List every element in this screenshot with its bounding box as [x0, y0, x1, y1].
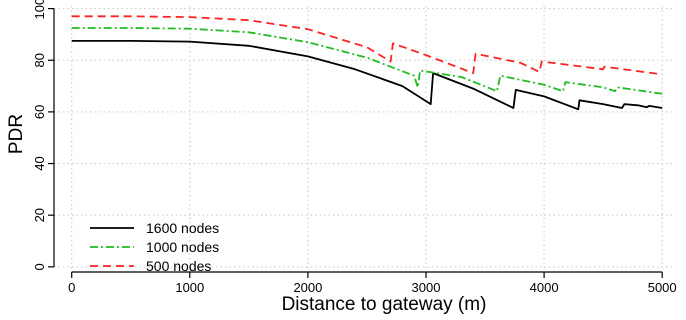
x-axis-title: Distance to gateway (m) [282, 294, 487, 315]
legend-label: 1600 nodes [146, 220, 219, 236]
y-tick-label: 60 [32, 105, 47, 119]
y-tick-label: 20 [32, 208, 47, 222]
y-tick-label: 0 [32, 263, 47, 270]
x-tick-label: 1000 [175, 280, 204, 295]
y-tick-label: 40 [32, 156, 47, 170]
x-tick-label: 4000 [530, 280, 559, 295]
y-axis-title: PDR [6, 114, 27, 154]
axes: 0 1000 2000 3000 4000 5000 0 20 40 60 80 100 [32, 0, 677, 295]
legend-label: 500 nodes [146, 258, 211, 274]
series-lines [71, 15, 663, 111]
x-tick-label: 2000 [293, 280, 322, 295]
y-tick-label: 80 [32, 53, 47, 67]
grid-lines [54, 6, 674, 272]
series-line-1 [71, 40, 663, 111]
x-tick-label: 3000 [412, 280, 441, 295]
series-line-3 [71, 15, 663, 76]
x-tick-label: 5000 [648, 280, 677, 295]
x-tick-label: 0 [68, 280, 75, 295]
series-line-2 [71, 27, 663, 95]
legend: 1600 nodes 1000 nodes 500 nodes [90, 220, 219, 274]
legend-label: 1000 nodes [146, 239, 219, 255]
y-tick-label: 100 [32, 0, 47, 19]
